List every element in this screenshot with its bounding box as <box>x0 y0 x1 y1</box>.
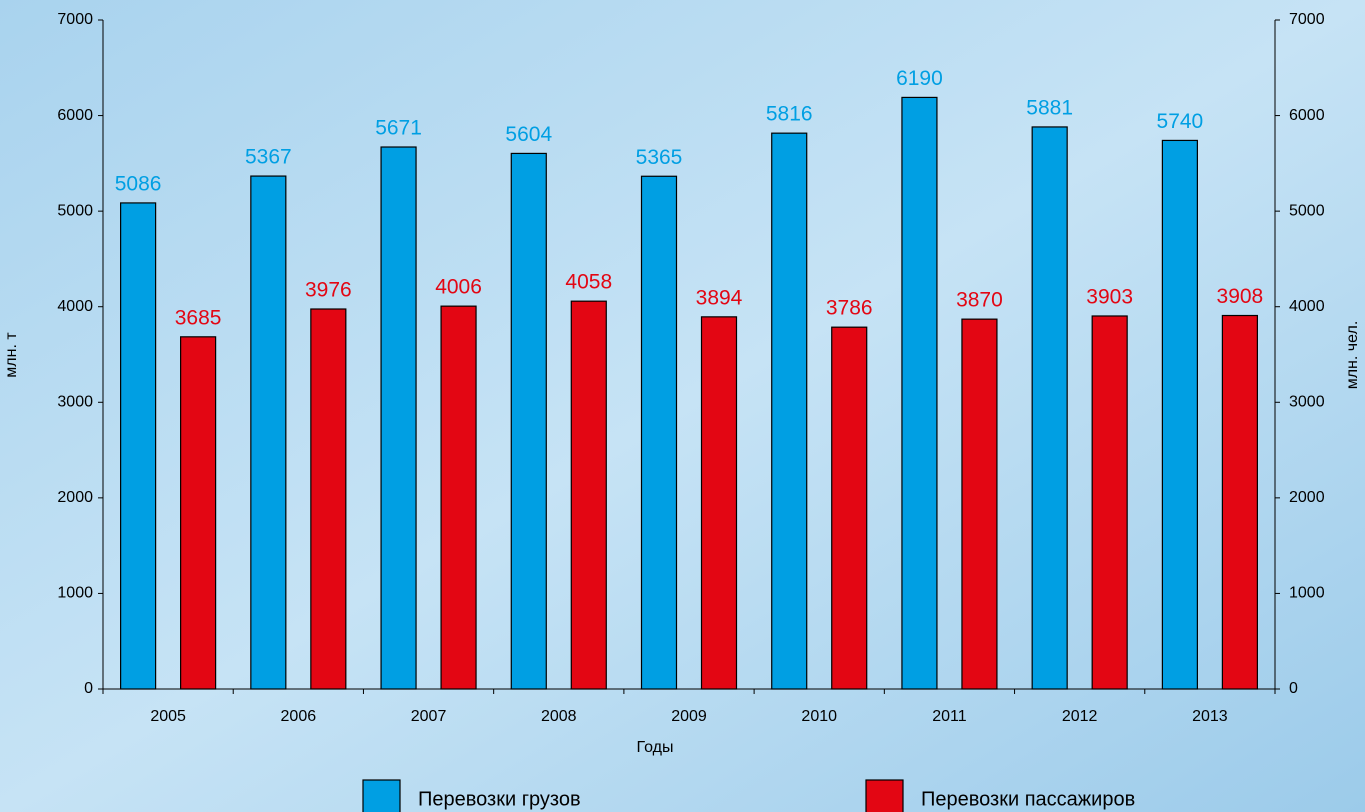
bar <box>250 175 287 690</box>
value-label: 5816 <box>766 103 813 126</box>
value-label: 5671 <box>375 117 422 140</box>
bar <box>700 316 738 690</box>
y2-tick-label: 6000 <box>1289 107 1325 124</box>
x-tick-label: 2006 <box>281 708 317 725</box>
y-tick-label: 6000 <box>57 107 93 124</box>
bar <box>1031 126 1068 690</box>
x-tick-label: 2013 <box>1192 708 1228 725</box>
value-label: 3786 <box>826 297 873 320</box>
y-axis-label: млн. т <box>3 332 20 378</box>
value-label: 5604 <box>505 123 552 146</box>
value-label: 4006 <box>435 276 482 299</box>
value-label: 3903 <box>1086 286 1133 309</box>
bar <box>1221 314 1258 690</box>
bar <box>831 326 868 690</box>
x-axis-label: Годы <box>637 739 674 756</box>
x-tick-label: 2010 <box>801 708 837 725</box>
y2-tick-label: 7000 <box>1289 11 1325 28</box>
bar <box>180 336 217 690</box>
value-label: 3908 <box>1217 285 1264 308</box>
value-label: 5367 <box>245 146 292 169</box>
value-label: 3894 <box>696 286 743 309</box>
x-tick-label: 2007 <box>411 708 447 725</box>
bar <box>771 132 808 690</box>
y-tick-label: 0 <box>84 680 93 697</box>
y-tick-label: 3000 <box>57 394 93 411</box>
value-label: 3685 <box>175 306 222 329</box>
value-label: 5086 <box>115 172 162 195</box>
y2-tick-label: 1000 <box>1289 585 1325 602</box>
value-label: 4058 <box>565 271 612 294</box>
bar <box>1161 139 1198 690</box>
legend-swatch <box>865 779 904 812</box>
bar <box>120 202 157 690</box>
y2-tick-label: 4000 <box>1289 298 1325 315</box>
value-label: 5881 <box>1026 96 1073 119</box>
y2-axis-label: млн. чел. <box>1344 321 1361 390</box>
y2-tick-label: 5000 <box>1289 202 1325 219</box>
bar <box>380 146 417 690</box>
bar <box>310 308 347 690</box>
legend-label: Перевозки пассажиров <box>921 788 1135 810</box>
value-label: 3976 <box>305 279 352 302</box>
x-tick-label: 2012 <box>1062 708 1098 725</box>
value-label: 3870 <box>956 289 1003 312</box>
y2-tick-label: 0 <box>1289 680 1298 697</box>
x-tick-label: 2009 <box>671 708 707 725</box>
y2-tick-label: 2000 <box>1289 489 1325 506</box>
x-tick-label: 2008 <box>541 708 577 725</box>
bar <box>1091 315 1128 690</box>
y-tick-label: 7000 <box>57 11 93 28</box>
x-tick-label: 2005 <box>150 708 186 725</box>
y-tick-label: 1000 <box>57 585 93 602</box>
bar <box>901 96 938 690</box>
value-label: 6190 <box>896 67 943 90</box>
bar <box>440 305 477 690</box>
value-label: 5365 <box>636 146 683 169</box>
value-label: 5740 <box>1157 110 1204 133</box>
bar <box>510 152 547 690</box>
y-tick-label: 4000 <box>57 298 93 315</box>
y-tick-label: 5000 <box>57 202 93 219</box>
legend-swatch <box>362 779 401 812</box>
bar <box>570 300 607 690</box>
x-tick-label: 2011 <box>932 708 967 725</box>
y2-tick-label: 3000 <box>1289 394 1325 411</box>
legend-label: Перевозки грузов <box>418 788 581 810</box>
bar <box>961 318 998 690</box>
bar <box>640 175 678 690</box>
y-tick-label: 2000 <box>57 489 93 506</box>
